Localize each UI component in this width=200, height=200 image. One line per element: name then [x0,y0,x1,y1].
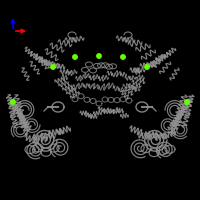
Point [145,65,149,69]
Point [51,65,55,69]
Point [185,100,189,104]
Point [11,100,15,104]
Point [97,54,101,58]
Point [73,55,77,59]
Point [121,55,125,59]
